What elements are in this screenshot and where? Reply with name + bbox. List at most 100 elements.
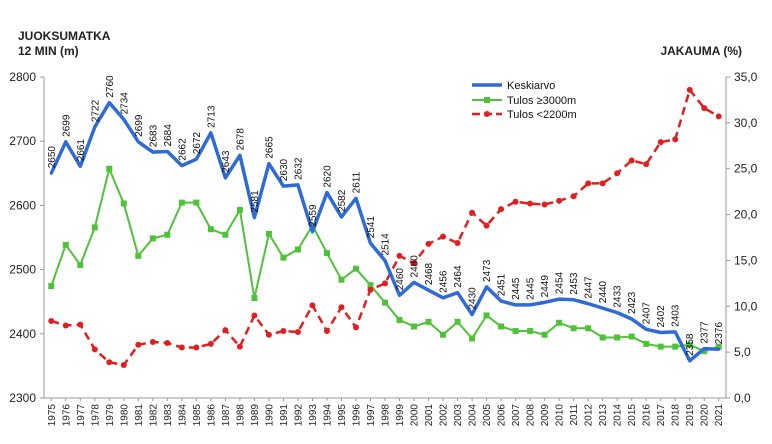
x-tick-label: 1989 bbox=[250, 404, 261, 427]
legend-label-tulos-2200: Tulos <2200m bbox=[507, 109, 577, 121]
left-tick-label: 2600 bbox=[9, 198, 36, 212]
point-tulos-3000 bbox=[498, 323, 505, 330]
point-tulos-3000 bbox=[411, 323, 418, 330]
point-keskiarvo bbox=[267, 162, 271, 166]
x-tick-label: 1975 bbox=[47, 404, 58, 427]
point-tulos-2200 bbox=[541, 201, 548, 208]
point-keskiarvo bbox=[281, 184, 285, 188]
data-label-keskiarvo: 2722 bbox=[90, 99, 101, 122]
point-tulos-3000 bbox=[280, 254, 287, 261]
point-tulos-2200 bbox=[77, 321, 84, 328]
point-tulos-2200 bbox=[367, 286, 374, 293]
point-keskiarvo bbox=[122, 117, 126, 121]
point-keskiarvo bbox=[441, 296, 445, 300]
x-tick-label: 1995 bbox=[337, 404, 348, 427]
point-tulos-3000 bbox=[599, 334, 606, 341]
x-tick-label: 2003 bbox=[453, 404, 464, 427]
data-label-keskiarvo: 2423 bbox=[627, 291, 638, 314]
right-axis-ticks: 0,0 5,0 10,0 15,0 20,0 25,0 30,0 35,0 bbox=[726, 70, 758, 405]
point-tulos-3000 bbox=[338, 276, 345, 283]
data-label-keskiarvo: 2440 bbox=[598, 280, 609, 303]
point-tulos-3000 bbox=[149, 235, 156, 242]
x-tick-label: 1987 bbox=[221, 404, 232, 427]
x-tick-label: 1983 bbox=[163, 404, 174, 427]
point-tulos-3000 bbox=[222, 231, 229, 238]
data-label-keskiarvo: 2358 bbox=[685, 333, 696, 356]
x-tick-label: 2005 bbox=[482, 404, 493, 427]
point-tulos-2200 bbox=[149, 339, 156, 346]
data-label-keskiarvo: 2699 bbox=[61, 114, 72, 137]
point-keskiarvo bbox=[165, 149, 169, 153]
point-keskiarvo bbox=[93, 125, 97, 129]
point-tulos-3000 bbox=[628, 333, 635, 340]
x-tick-label: 2000 bbox=[410, 404, 421, 427]
point-tulos-3000 bbox=[91, 224, 98, 231]
left-axis-ticks: 2300 2400 2500 2600 2700 2800 bbox=[9, 70, 44, 405]
legend-label-tulos-3000: Tulos ≥3000m bbox=[507, 95, 576, 107]
x-tick-label: 2016 bbox=[642, 404, 653, 427]
point-keskiarvo bbox=[310, 230, 314, 234]
point-keskiarvo bbox=[717, 347, 721, 351]
point-tulos-3000 bbox=[570, 325, 577, 332]
x-tick-label: 1994 bbox=[322, 404, 333, 427]
x-tick-label: 2008 bbox=[526, 404, 537, 427]
point-keskiarvo bbox=[485, 285, 489, 289]
point-tulos-3000 bbox=[367, 282, 374, 289]
point-keskiarvo bbox=[615, 311, 619, 315]
point-keskiarvo bbox=[586, 302, 590, 306]
point-tulos-2200 bbox=[498, 206, 505, 213]
point-keskiarvo bbox=[49, 171, 53, 175]
data-label-keskiarvo: 2684 bbox=[163, 124, 174, 147]
data-label-keskiarvo: 2620 bbox=[322, 165, 333, 188]
x-tick-label: 1993 bbox=[308, 404, 319, 427]
point-tulos-3000 bbox=[512, 328, 519, 335]
point-tulos-3000 bbox=[454, 318, 461, 325]
series-line-tulos-2200 bbox=[50, 87, 720, 367]
data-label-keskiarvo: 2445 bbox=[526, 277, 537, 300]
data-label-keskiarvo: 2430 bbox=[468, 287, 479, 310]
point-tulos-2200 bbox=[280, 328, 287, 335]
data-label-keskiarvo: 2447 bbox=[584, 276, 595, 299]
point-tulos-2200 bbox=[265, 331, 272, 338]
point-tulos-2200 bbox=[309, 302, 316, 309]
x-tick-label: 2020 bbox=[700, 404, 711, 427]
data-label-keskiarvo: 2460 bbox=[395, 268, 406, 291]
x-tick-label: 1992 bbox=[293, 404, 304, 427]
point-keskiarvo bbox=[543, 300, 547, 304]
point-tulos-3000 bbox=[425, 318, 432, 325]
data-label-keskiarvo: 2541 bbox=[366, 216, 377, 239]
left-axis-title-line2: 12 MIN (m) bbox=[18, 44, 79, 58]
point-tulos-3000 bbox=[62, 241, 69, 248]
point-keskiarvo bbox=[499, 299, 503, 303]
point-tulos-2200 bbox=[207, 340, 214, 347]
point-tulos-3000 bbox=[440, 331, 447, 338]
right-tick-label: 30,0 bbox=[734, 116, 758, 130]
right-tick-label: 0,0 bbox=[734, 391, 751, 405]
x-tick-label: 1979 bbox=[105, 404, 116, 427]
x-tick-label: 2006 bbox=[497, 404, 508, 427]
x-tick-label: 2001 bbox=[424, 404, 435, 427]
point-tulos-2200 bbox=[62, 322, 69, 329]
left-tick-label: 2500 bbox=[9, 263, 36, 277]
data-label-keskiarvo: 2377 bbox=[700, 321, 711, 344]
legend-label-keskiarvo: Keskiarvo bbox=[507, 80, 555, 92]
point-tulos-3000 bbox=[294, 246, 301, 253]
point-keskiarvo bbox=[78, 164, 82, 168]
point-keskiarvo bbox=[659, 331, 663, 335]
point-keskiarvo bbox=[702, 347, 706, 351]
x-tick-label: 2018 bbox=[671, 404, 682, 427]
point-keskiarvo bbox=[325, 191, 329, 195]
x-tick-label: 2015 bbox=[627, 404, 638, 427]
point-tulos-2200 bbox=[193, 344, 200, 351]
point-tulos-2200 bbox=[701, 105, 708, 112]
data-label-keskiarvo: 2672 bbox=[192, 131, 203, 154]
data-label-keskiarvo: 2445 bbox=[511, 277, 522, 300]
left-tick-label: 2700 bbox=[9, 134, 36, 148]
x-tick-label: 2012 bbox=[584, 404, 595, 427]
point-tulos-3000 bbox=[251, 295, 258, 302]
x-tick-label: 2021 bbox=[714, 404, 725, 427]
point-keskiarvo bbox=[252, 216, 256, 220]
x-axis-ticks: 1975 1976 1977 1978 1979 1980 1981 1982 1983 1984… bbox=[47, 398, 725, 426]
x-tick-label: 2004 bbox=[468, 404, 479, 427]
